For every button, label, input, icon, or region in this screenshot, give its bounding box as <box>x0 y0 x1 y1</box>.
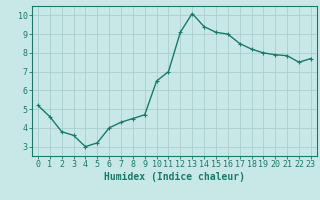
X-axis label: Humidex (Indice chaleur): Humidex (Indice chaleur) <box>104 172 245 182</box>
